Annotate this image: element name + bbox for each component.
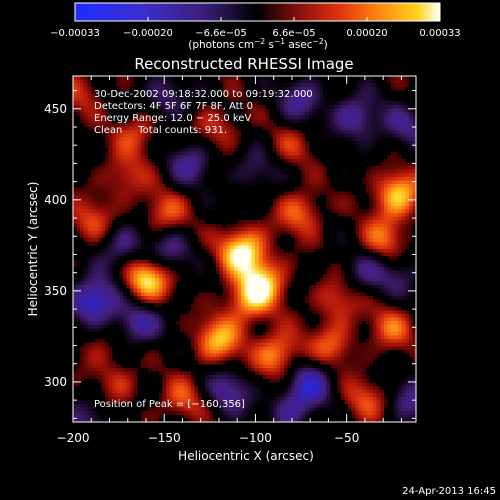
annotation-detectors: Detectors: 4F 5F 6F 7F 8F, Att 0 <box>94 101 253 112</box>
plot-frame <box>72 75 417 423</box>
colorbar-tick-label: 0.00020 <box>346 28 387 39</box>
annotation-time-range: 30-Dec-2002 09:18:32.000 to 09:19:32.000 <box>94 89 313 100</box>
colorbar-units: (photons cm−2 s−1 asec−2) <box>188 37 327 51</box>
y-tick-label: 450 <box>44 102 67 116</box>
colorbar-tick-label: 0.00033 <box>419 28 460 39</box>
heatmap-image <box>73 76 416 422</box>
colorbar-tick-label: −0.00020 <box>123 28 173 39</box>
axis-ticks: −200 −150 −100 −50 300 350 400 450 <box>44 76 416 445</box>
y-axis-label: Heliocentric Y (arcsec) <box>26 182 40 317</box>
y-tick-label: 300 <box>44 375 67 389</box>
x-tick-label: −150 <box>148 431 181 445</box>
colorbar-tick-label: 6.6e−05 <box>272 28 315 39</box>
colorbar-tick-label: −6.6e−05 <box>195 28 247 39</box>
colorbar-ticks: −0.00033 −0.00020 −6.6e−05 6.6e−05 0.00020 0.… <box>50 17 461 39</box>
y-tick-label: 400 <box>44 193 67 207</box>
annotation-peak-position: Position of Peak = [−160,356] <box>94 399 245 410</box>
x-axis-label: Heliocentric X (arcsec) <box>178 449 314 463</box>
render-timestamp: 24-Apr-2013 16:45 <box>402 486 496 497</box>
chart-title: Reconstructed RHESSI Image <box>134 55 353 73</box>
annotation-energy-range: Energy Range: 12.0 − 25.0 keV <box>94 113 251 124</box>
annotation-counts: Clean Total counts: 931. <box>94 125 227 136</box>
x-tick-label: −50 <box>334 431 359 445</box>
y-tick-label: 350 <box>44 284 67 298</box>
x-tick-label: −100 <box>239 431 272 445</box>
x-tick-label: −200 <box>57 431 90 445</box>
colorbar-tick-label: −0.00033 <box>50 28 100 39</box>
colorbar <box>74 2 441 22</box>
